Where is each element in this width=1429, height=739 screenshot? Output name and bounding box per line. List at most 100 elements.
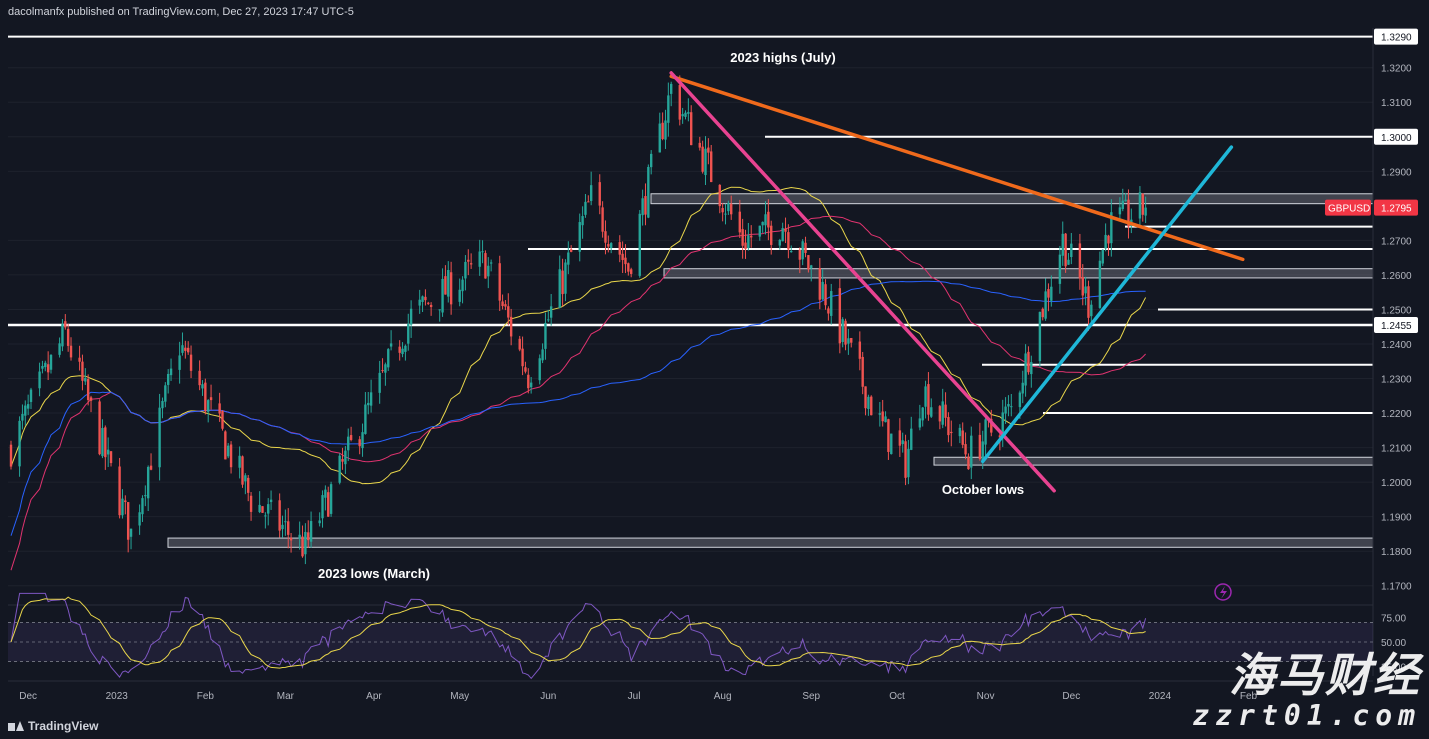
- candle-body: [830, 291, 833, 316]
- candle-body: [398, 346, 401, 353]
- price-tick-label: 1.2000: [1381, 478, 1412, 489]
- candle-body: [598, 182, 601, 206]
- candle-body: [569, 249, 573, 252]
- candle-body: [18, 420, 21, 467]
- candle-body: [1067, 259, 1070, 265]
- candle-body: [1081, 277, 1084, 296]
- candle-body: [301, 536, 304, 557]
- candle-body: [1038, 311, 1042, 362]
- candle-body: [24, 405, 27, 416]
- candle-body: [658, 123, 661, 153]
- candle-body: [838, 288, 842, 344]
- candle-body: [887, 419, 890, 452]
- candle-body: [341, 459, 344, 462]
- candle-body: [644, 196, 647, 215]
- candle-body: [669, 83, 673, 94]
- candle-body: [901, 440, 904, 445]
- candle-body: [544, 322, 547, 349]
- candle-body: [441, 278, 444, 313]
- candle-body: [738, 211, 741, 233]
- candle-body: [518, 338, 521, 350]
- candle-body: [641, 198, 644, 216]
- candle-body: [1084, 286, 1087, 294]
- candle-body: [521, 348, 524, 367]
- candle-body: [1047, 289, 1050, 298]
- candle-body: [267, 504, 270, 514]
- candle-body: [1138, 192, 1142, 219]
- candle-body: [578, 222, 581, 252]
- candle-body: [1030, 362, 1033, 375]
- tradingview-logo[interactable]: TradingView: [8, 719, 98, 733]
- time-label: Apr: [366, 691, 382, 702]
- candle-body: [938, 406, 942, 422]
- candle-body: [264, 515, 267, 517]
- horizontal-levels: [8, 35, 1373, 415]
- candle-body: [9, 444, 13, 467]
- candle-body: [549, 306, 553, 318]
- candle-body: [844, 320, 847, 345]
- time-label: Mar: [277, 691, 295, 702]
- candle-body: [126, 502, 130, 540]
- candle-body: [704, 148, 707, 176]
- candle-body: [166, 373, 170, 385]
- candle-body: [718, 184, 721, 207]
- candle-body: [186, 347, 190, 353]
- candle-body: [927, 384, 930, 415]
- candle-body: [1121, 200, 1124, 210]
- candle-body: [238, 455, 241, 468]
- candle-body: [467, 259, 470, 262]
- candle-body: [344, 450, 347, 465]
- candle-body: [66, 328, 70, 346]
- candle-body: [438, 309, 441, 311]
- candle-body: [824, 284, 827, 306]
- candle-body: [1007, 403, 1010, 407]
- time-label: 2024: [1149, 691, 1172, 702]
- lightning-icon[interactable]: [1214, 583, 1232, 601]
- candle-body: [607, 244, 610, 247]
- candle-body: [101, 427, 104, 457]
- price-tick-label: 1.1700: [1381, 582, 1412, 593]
- zone-rect: [933, 456, 1374, 466]
- candle-body: [710, 151, 713, 183]
- candle-body: [681, 114, 684, 117]
- candle-body: [358, 439, 361, 447]
- candle-body: [329, 484, 333, 514]
- candle-body: [484, 253, 487, 279]
- candle-body: [930, 407, 933, 417]
- candle-body: [481, 251, 484, 253]
- candle-body: [387, 349, 390, 368]
- candle-body: [309, 521, 313, 542]
- price-tag-bg: [1374, 28, 1418, 45]
- candle-body: [389, 343, 393, 347]
- candle-body: [801, 241, 804, 260]
- candle-body: [261, 506, 264, 513]
- candle-body: [787, 232, 790, 250]
- candle-body: [227, 445, 230, 457]
- candle-body: [61, 324, 64, 347]
- candle-body: [229, 444, 233, 468]
- candle-body: [601, 207, 604, 232]
- rsi-tick-label: 25.00: [1381, 662, 1406, 673]
- candle-body: [629, 269, 633, 274]
- candle-body: [124, 500, 127, 502]
- ma-line-ma-50: [10, 186, 1147, 485]
- candle-body: [690, 112, 693, 146]
- candle-body: [770, 225, 773, 245]
- candle-body: [741, 229, 744, 246]
- candle-body: [810, 265, 813, 269]
- candle-body: [41, 365, 44, 369]
- candle-body: [318, 520, 321, 524]
- candle-body: [141, 498, 144, 515]
- candle-body: [58, 343, 61, 355]
- candle-body: [1101, 249, 1104, 264]
- candle-body: [1001, 412, 1004, 436]
- last-price-bg: [1374, 199, 1418, 216]
- price-tag-bg: [1374, 316, 1418, 333]
- candle-body: [918, 418, 922, 428]
- candle-body: [498, 263, 501, 301]
- candle-body: [381, 370, 384, 372]
- candle-body: [218, 403, 221, 414]
- candle-body: [1018, 392, 1022, 408]
- candle-body: [1004, 406, 1007, 414]
